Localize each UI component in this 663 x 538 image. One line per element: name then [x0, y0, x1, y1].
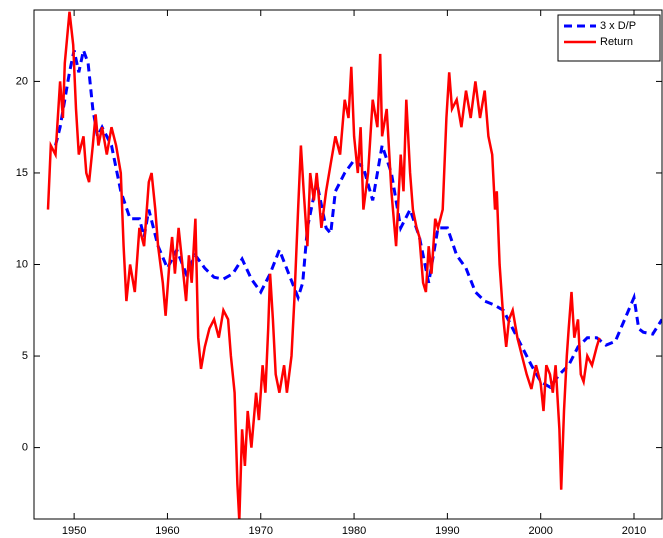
y-tick-label: 10 — [16, 258, 28, 270]
x-tick-label: 2010 — [622, 525, 646, 537]
x-tick-label: 1980 — [342, 525, 366, 537]
x-tick-label: 1950 — [62, 525, 86, 537]
y-tick-label: 5 — [22, 350, 28, 362]
x-tick-label: 1960 — [155, 525, 179, 537]
axes-box — [33, 9, 663, 520]
legend-box — [557, 14, 661, 62]
series-line — [46, 11, 601, 519]
x-tick-label: 1990 — [435, 525, 459, 537]
legend-label: Return — [600, 36, 633, 48]
x-tick-label: 2000 — [528, 525, 552, 537]
legend-label: 3 x D/P — [600, 20, 636, 32]
y-tick-label: 20 — [16, 75, 28, 87]
y-tick-label: 15 — [16, 167, 28, 179]
y-tick-label: 0 — [22, 441, 28, 453]
x-tick-label: 1970 — [249, 525, 273, 537]
